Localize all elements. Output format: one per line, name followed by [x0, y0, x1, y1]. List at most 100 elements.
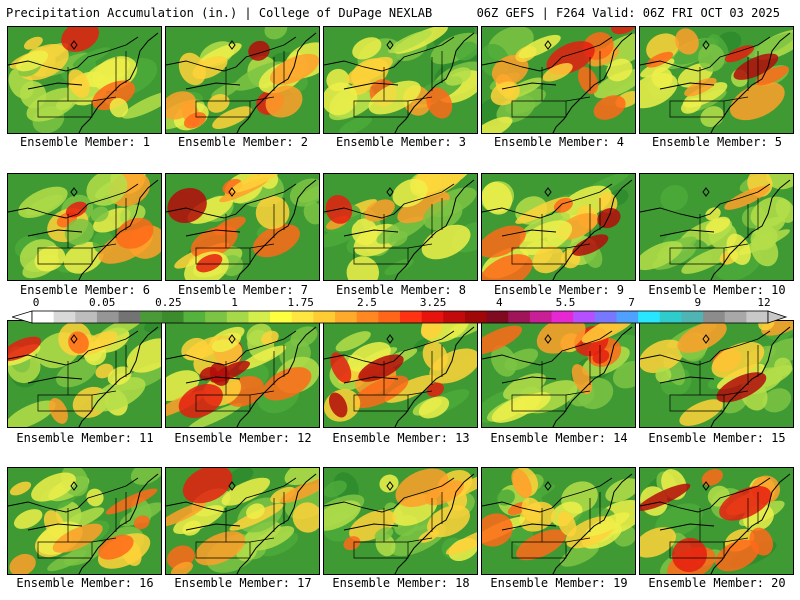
precip-contour: [63, 241, 104, 274]
ensemble-member-label: Ensemble Member: 17: [174, 576, 312, 590]
precip-contour: [672, 537, 707, 573]
colorbar-segment: [140, 311, 163, 323]
precip-contour: [26, 87, 79, 122]
precip-contour: [31, 472, 76, 502]
precip-contour: [284, 468, 319, 486]
precip-contour: [700, 106, 725, 128]
precip-contour: [115, 217, 154, 249]
precip-contour: [109, 98, 129, 118]
colorbar-segment: [616, 311, 639, 323]
precip-contour: [353, 375, 409, 409]
precip-contour: [122, 91, 161, 119]
precip-contour: [418, 396, 450, 419]
precip-contour: [170, 561, 194, 574]
ensemble-member-label: Ensemble Member: 8: [335, 283, 467, 297]
location-marker-icon: [228, 187, 236, 197]
map-title: Precipitation Accumulation (in.) | Colle…: [6, 6, 433, 20]
precip-contour: [368, 80, 421, 115]
location-marker-icon: [70, 40, 78, 50]
precip-contour: [577, 66, 599, 95]
colorbar-segment: [681, 311, 704, 323]
precip-contour: [426, 87, 453, 119]
precip-contour: [324, 480, 347, 498]
location-marker-icon: [544, 40, 552, 50]
precip-contour: [536, 321, 586, 354]
colorbar-segment: [335, 311, 358, 323]
precip-contour: [18, 186, 68, 218]
ensemble-member-label: Ensemble Member: 4: [493, 135, 625, 149]
location-marker-icon: [702, 481, 710, 491]
precip-contour: [646, 51, 674, 68]
precip-contour: [705, 216, 731, 234]
location-marker-icon: [386, 334, 394, 344]
location-marker-icon: [228, 40, 236, 50]
great-lakes-outline: [482, 183, 613, 237]
precip-contour: [23, 36, 43, 50]
colorbar-tick-label: 0.25: [155, 296, 182, 309]
precip-contour: [571, 364, 593, 395]
ensemble-member-label: Ensemble Member: 13: [332, 431, 470, 445]
precip-contour: [8, 400, 56, 427]
state-boundaries: [37, 198, 127, 265]
ensemble-member-label: Ensemble Member: 14: [490, 431, 628, 445]
great-lakes-outline: [324, 36, 455, 90]
state-boundaries: [353, 51, 443, 118]
ensemble-member-map: [481, 26, 636, 134]
state-boundaries: [37, 345, 127, 412]
precip-contour: [67, 69, 90, 98]
precip-contour: [553, 197, 573, 213]
precip-contour: [724, 45, 755, 63]
ensemble-member-map: [7, 320, 162, 428]
precip-contour: [726, 233, 751, 265]
precip-contour: [324, 82, 358, 116]
ensemble-member-map: [639, 320, 794, 428]
precip-contour: [16, 50, 49, 72]
precip-contour: [47, 549, 87, 572]
precip-contour: [34, 246, 66, 272]
precip-contour: [681, 98, 702, 114]
precip-contour: [68, 331, 89, 354]
precip-contour: [426, 382, 444, 397]
precip-contour: [684, 77, 717, 97]
great-lakes-outline: [640, 477, 771, 531]
precip-contour: [427, 505, 470, 538]
state-boundaries: [353, 492, 443, 559]
great-lakes-outline: [482, 36, 613, 90]
great-lakes-outline: [640, 36, 771, 90]
great-lakes-outline: [166, 330, 297, 384]
location-marker-icon: [70, 334, 78, 344]
colorbar-tick-label: 5.5: [555, 296, 576, 309]
precip-contour: [640, 339, 684, 373]
colorbar-segment: [226, 311, 249, 323]
precip-contour: [593, 69, 635, 99]
precip-contour: [248, 40, 270, 61]
precip-contour: [246, 503, 265, 519]
colorbar-segment: [659, 311, 682, 323]
precip-contour: [420, 321, 442, 339]
precip-contour: [194, 531, 246, 566]
colorbar-tick-label: 0.05: [88, 296, 116, 309]
state-boundaries: [511, 198, 601, 265]
colorbar-min-arrow: [12, 310, 33, 324]
colorbar-tick-label: 1.75: [287, 296, 314, 309]
state-boundaries: [195, 345, 285, 412]
great-lakes-outline: [482, 330, 613, 384]
precip-contour: [330, 352, 352, 384]
colorbar-segment: [703, 311, 726, 323]
precip-contour: [701, 468, 723, 486]
great-lakes-outline: [166, 183, 297, 237]
state-boundaries: [195, 51, 285, 118]
ensemble-member-label: Ensemble Member: 2: [177, 135, 309, 149]
precip-contour: [376, 216, 426, 244]
great-lakes-outline: [8, 477, 139, 531]
precip-contour: [187, 403, 243, 427]
precip-contour: [264, 27, 288, 40]
ensemble-member-label: Ensemble Member: 15: [648, 431, 786, 445]
great-lakes-outline: [166, 477, 297, 531]
precip-contour: [532, 246, 565, 274]
precip-contour: [585, 512, 630, 537]
precip-contour: [675, 28, 699, 55]
ensemble-member-map: [323, 26, 478, 134]
ensemble-member-map: [323, 173, 478, 281]
precip-contour: [105, 488, 158, 515]
